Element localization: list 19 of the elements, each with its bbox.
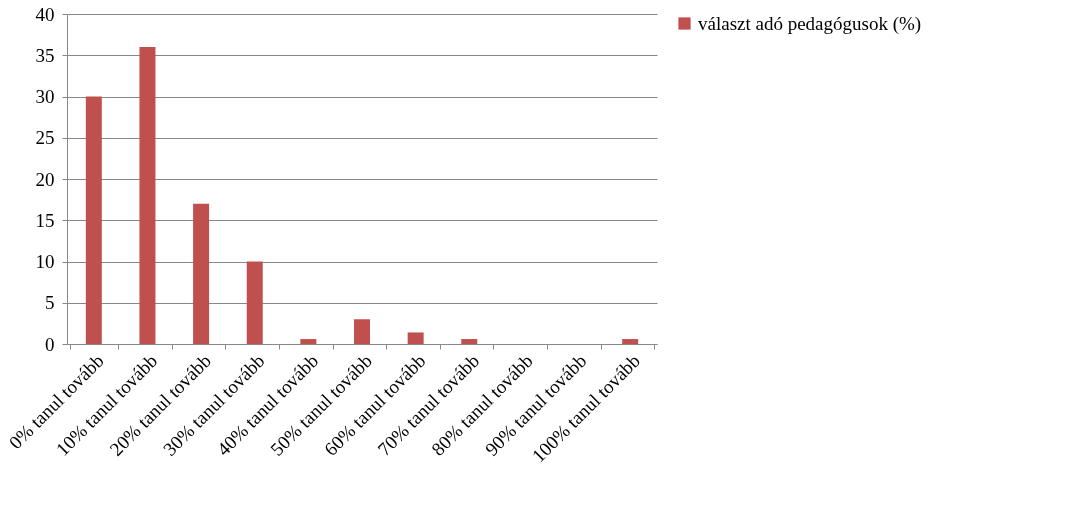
bar	[407, 332, 424, 344]
legend-label: választ adó pedagógusok (%)	[698, 12, 922, 35]
bar	[246, 261, 263, 344]
bar	[300, 339, 317, 344]
y-tick-label: 20	[35, 168, 55, 190]
y-tick-label: 0	[45, 333, 55, 355]
bar	[461, 339, 478, 344]
y-tick-label: 15	[35, 209, 55, 231]
y-tick-label: 30	[35, 86, 55, 107]
bar	[85, 96, 102, 344]
y-tick-label: 25	[35, 127, 55, 149]
y-tick-label: 5	[45, 292, 55, 314]
bar	[193, 203, 210, 344]
y-tick-label: 40	[35, 3, 55, 25]
y-tick-label: 35	[35, 44, 55, 66]
bar	[354, 319, 370, 344]
bar	[622, 339, 639, 344]
y-tick-label: 10	[35, 251, 55, 272]
bar	[139, 47, 156, 344]
